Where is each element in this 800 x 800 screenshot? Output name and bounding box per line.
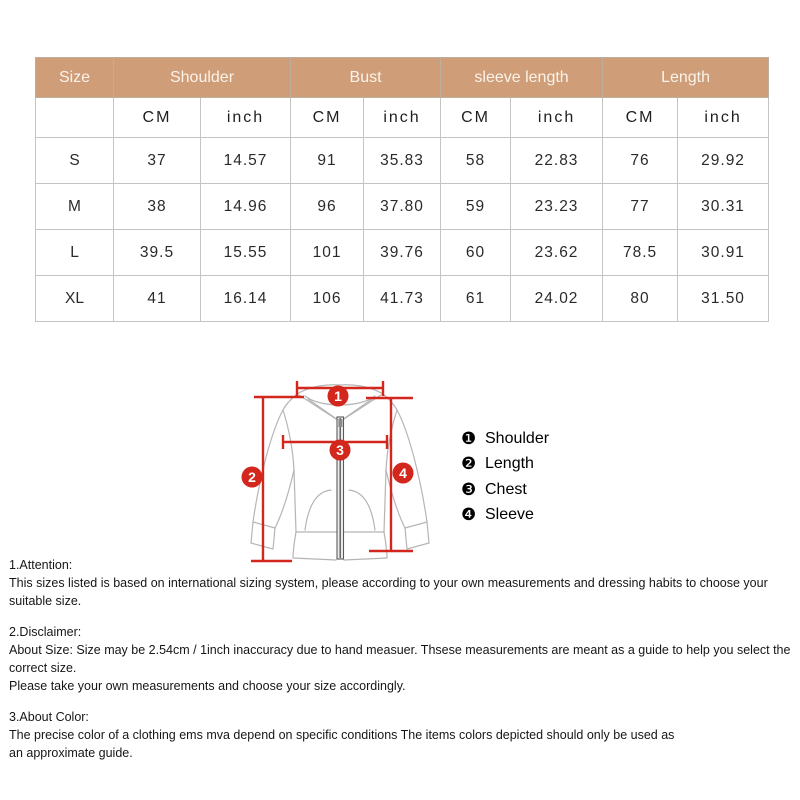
cell-value: 24.02 xyxy=(510,275,604,322)
badge-3: 3 xyxy=(336,442,344,458)
cell-value: 30.31 xyxy=(677,183,770,230)
cell-value: 15.55 xyxy=(199,229,292,276)
unit-cm: CM xyxy=(113,97,201,138)
cell-value: 58 xyxy=(440,137,512,184)
cell-value: 101 xyxy=(290,229,365,276)
unit-inch: inch xyxy=(677,97,770,138)
table-row: M 38 14.96 96 37.80 59 23.23 77 30.31 xyxy=(35,183,770,230)
badge-1: 1 xyxy=(334,388,342,404)
unit-cm: CM xyxy=(602,97,679,138)
unit-blank xyxy=(35,97,114,138)
cell-value: 29.92 xyxy=(677,137,770,184)
table-row: L 39.5 15.55 101 39.76 60 23.62 78.5 30.… xyxy=(35,229,770,276)
cell-value: 59 xyxy=(440,183,512,230)
legend-label: Sleeve xyxy=(485,506,534,524)
cell-value: 14.57 xyxy=(199,137,292,184)
cell-value: 41 xyxy=(113,275,201,322)
cell-value: 60 xyxy=(440,229,512,276)
header-sleeve-length: sleeve length xyxy=(440,57,604,98)
cell-value: 38 xyxy=(113,183,201,230)
cell-value: 106 xyxy=(290,275,365,322)
cell-value: 14.96 xyxy=(199,183,292,230)
zipper xyxy=(336,416,345,560)
note-heading: 1.Attention: xyxy=(9,558,73,572)
cell-value: 23.23 xyxy=(510,183,604,230)
legend-item-sleeve: ❹ Sleeve xyxy=(461,503,549,529)
cell-value: 76 xyxy=(602,137,679,184)
unit-inch: inch xyxy=(199,97,292,138)
legend-item-chest: ❸ Chest xyxy=(461,477,549,503)
hoodie-measurement-diagram: 1 2 3 4 xyxy=(241,381,430,563)
note-line: an approximate guide. xyxy=(9,746,133,760)
table-header-row: Size Shoulder Bust sleeve length Length xyxy=(35,57,770,98)
size-table: Size Shoulder Bust sleeve length Length … xyxy=(35,57,770,322)
cell-value: 41.73 xyxy=(363,275,442,322)
badge-4: 4 xyxy=(399,465,407,481)
cell-value: 37.80 xyxy=(363,183,442,230)
cell-value: 31.50 xyxy=(677,275,770,322)
table-row: S 37 14.57 91 35.83 58 22.83 76 29.92 xyxy=(35,137,770,184)
cell-value: 37 xyxy=(113,137,201,184)
table-row: XL 41 16.14 106 41.73 61 24.02 80 31.50 xyxy=(35,275,770,322)
cell-value: 23.62 xyxy=(510,229,604,276)
cell-value: 16.14 xyxy=(199,275,292,322)
circled-2-icon: ❷ xyxy=(461,454,477,474)
legend-label: Length xyxy=(485,455,534,473)
cell-value: 39.5 xyxy=(113,229,201,276)
measure-badges: 1 2 3 4 xyxy=(241,385,414,488)
cell-value: 77 xyxy=(602,183,679,230)
size-label: M xyxy=(35,183,114,230)
unit-inch: inch xyxy=(510,97,604,138)
cell-value: 61 xyxy=(440,275,512,322)
legend-item-shoulder: ❶ Shoulder xyxy=(461,426,549,452)
note-line: The precise color of a clothing ems mva … xyxy=(9,728,675,742)
legend-item-length: ❷ Length xyxy=(461,452,549,478)
measurement-legend: ❶ Shoulder ❷ Length ❸ Chest ❹ Sleeve xyxy=(461,426,549,528)
footer-notes: 1.Attention: This sizes listed is based … xyxy=(9,556,795,775)
measure-lines xyxy=(251,381,413,563)
unit-cm: CM xyxy=(290,97,365,138)
note-line: This sizes listed is based on internatio… xyxy=(9,576,768,608)
note-about-color: 3.About Color: The precise color of a cl… xyxy=(9,708,795,762)
note-line: Please take your own measurements and ch… xyxy=(9,679,406,693)
header-bust: Bust xyxy=(290,57,442,98)
circled-1-icon: ❶ xyxy=(461,428,477,448)
header-shoulder: Shoulder xyxy=(112,57,292,98)
cell-value: 91 xyxy=(290,137,365,184)
header-size: Size xyxy=(35,57,114,98)
size-label: S xyxy=(35,137,114,184)
unit-inch: inch xyxy=(363,97,442,138)
cell-value: 35.83 xyxy=(363,137,442,184)
size-label: L xyxy=(35,229,114,276)
note-attention: 1.Attention: This sizes listed is based … xyxy=(9,556,795,610)
circled-3-icon: ❸ xyxy=(461,479,477,499)
legend-label: Chest xyxy=(485,480,527,498)
legend-label: Shoulder xyxy=(485,429,550,447)
cell-value: 22.83 xyxy=(510,137,604,184)
table-unit-row: CM inch CM inch CM inch CM inch xyxy=(35,97,770,138)
badge-2: 2 xyxy=(248,469,256,485)
circled-4-icon: ❹ xyxy=(461,505,477,525)
cell-value: 78.5 xyxy=(602,229,679,276)
note-disclaimer: 2.Disclaimer: About Size: Size may be 2.… xyxy=(9,623,795,695)
cell-value: 96 xyxy=(290,183,365,230)
cell-value: 80 xyxy=(602,275,679,322)
unit-cm: CM xyxy=(440,97,512,138)
size-label: XL xyxy=(35,275,114,322)
header-length: Length xyxy=(602,57,770,98)
cell-value: 39.76 xyxy=(363,229,442,276)
cell-value: 30.91 xyxy=(677,229,770,276)
note-heading: 3.About Color: xyxy=(9,710,89,724)
note-line: About Size: Size may be 2.54cm / 1inch i… xyxy=(9,643,791,675)
note-heading: 2.Disclaimer: xyxy=(9,625,82,639)
